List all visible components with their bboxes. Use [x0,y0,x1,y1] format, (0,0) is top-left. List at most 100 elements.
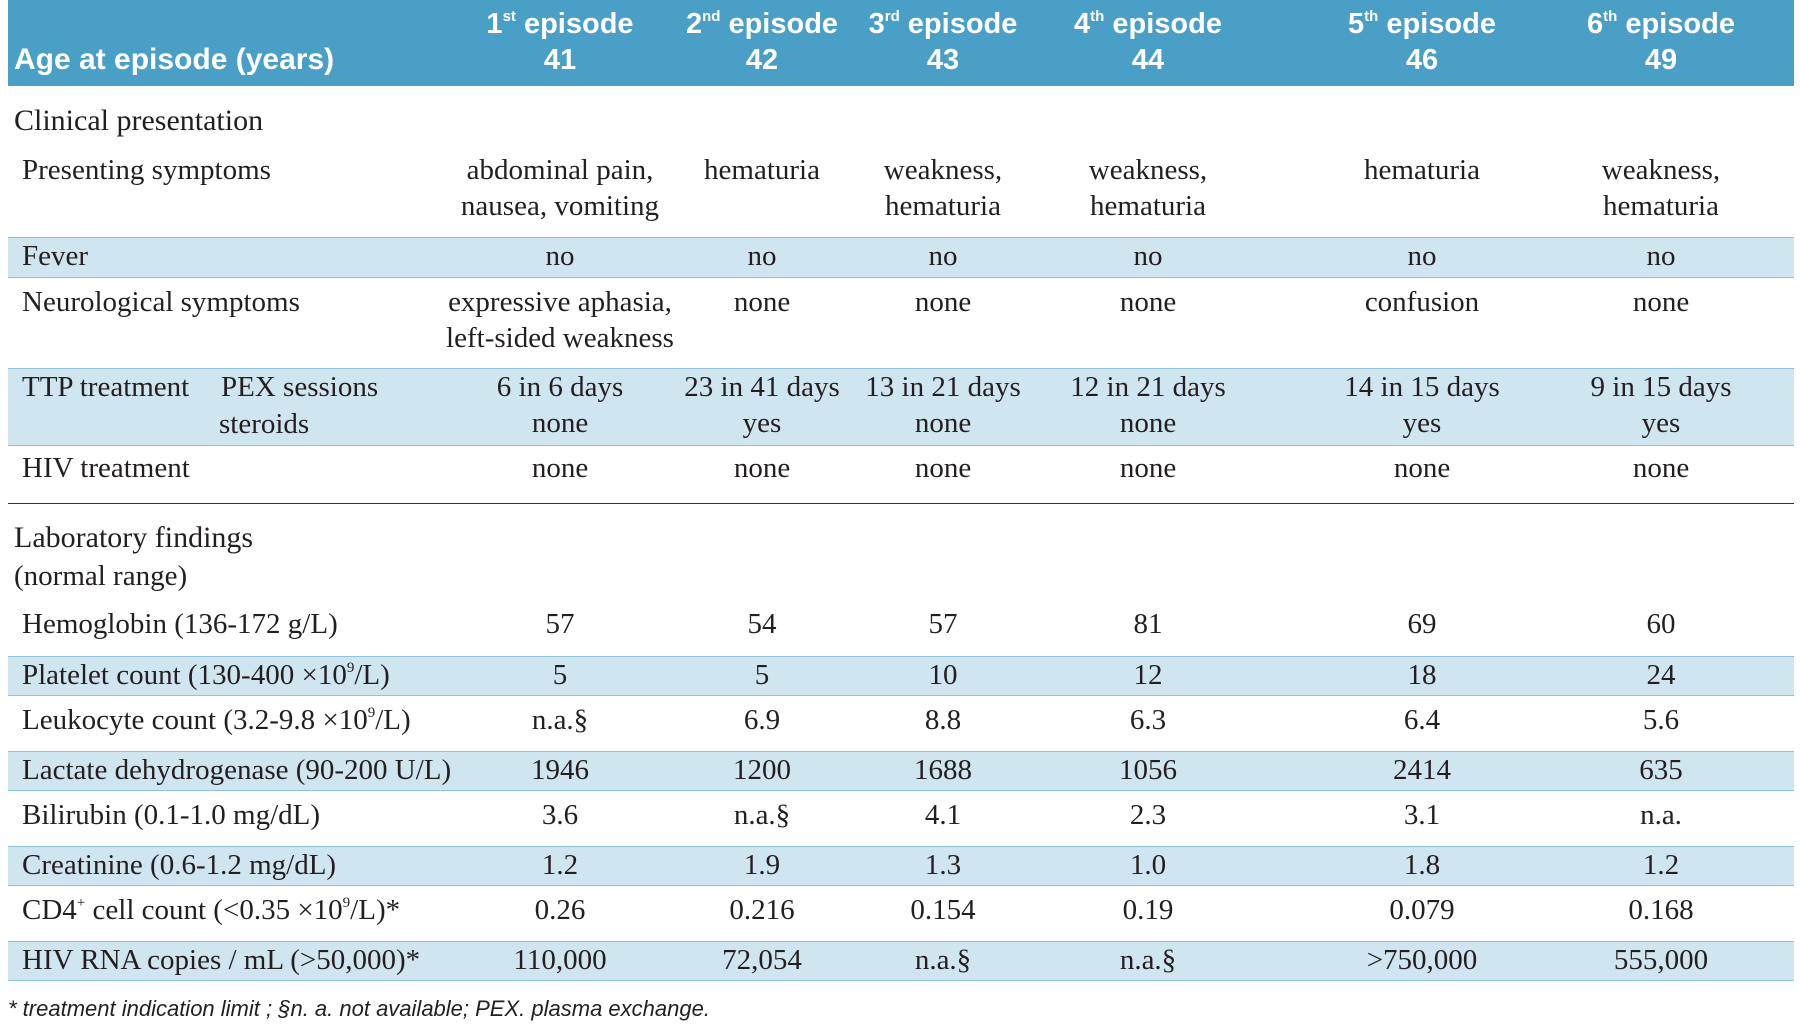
row-label: TTP treatment [22,371,190,403]
section-divider [8,503,1794,504]
table-row-hiv-rna: HIV RNA copies / mL (>50,000)* 110,000 7… [8,941,1794,981]
cell: 2.3 [1129,799,1167,831]
row-label: Fever [22,240,89,272]
cell: 0.079 [1389,894,1455,926]
cell: n.a.§ [531,704,589,736]
row-sublabel-steroids: steroids [219,408,310,440]
cell: 14 in 15 days yes [1344,371,1500,439]
row-label: Hemoglobin (136-172 g/L) [22,608,338,640]
cell: 1.2 [1642,849,1680,881]
cell: 18 [1407,659,1437,691]
cell: 12 in 21 days none [1070,371,1226,439]
cell: none [914,452,972,484]
cell: n.a. [1640,799,1682,831]
cell: 555,000 [1613,944,1709,976]
cell: 5 [552,659,568,691]
cell: none [1632,286,1690,318]
cell: expressive aphasia, left-sided weakness [446,286,674,354]
cell: n.a.§ [914,944,972,976]
cell: 57 [928,608,958,640]
section-title-lab: Laboratory findings [14,521,254,554]
cell: 6 in 6 days none [496,371,624,439]
cell: 1056 [1119,754,1177,786]
cell: 6.3 [1129,704,1167,736]
cell: 6.9 [743,704,781,736]
cell: 5 [754,659,770,691]
table-row-leukocytes: Leukocyte count (3.2-9.8 ×109/L) n.a.§ 6… [8,702,1794,742]
cell: 0.216 [729,894,795,926]
table-row-ldh: Lactate dehydrogenase (90-200 U/L) 1946 … [8,751,1794,791]
cell: weakness, hematuria [883,154,1003,222]
table-footnote: * treatment indication limit ; §n. a. no… [8,996,710,1021]
row-label: Neurological symptoms [22,286,300,318]
table-row-creatinine: Creatinine (0.6-1.2 mg/dL) 1.2 1.9 1.3 1… [8,846,1794,886]
cell: weakness, hematuria [1088,154,1208,222]
cell: 8.8 [924,704,962,736]
cell: 110,000 [513,944,607,976]
cell: 0.19 [1122,894,1174,926]
table-row-ttp-treatment: TTP treatment PEX sessions steroids 6 in… [8,368,1794,446]
cell: abdominal pain, nausea, vomiting [460,154,660,222]
cell: none [1119,452,1177,484]
cell: >750,000 [1366,944,1478,976]
cell: 13 in 21 days none [865,371,1021,439]
cell: 1200 [733,754,791,786]
cell: 5.6 [1642,704,1680,736]
cell: 1.9 [743,849,781,881]
table-row-hemoglobin: Hemoglobin (136-172 g/L) 57 54 57 81 69 … [8,606,1794,646]
cell: 54 [747,608,777,640]
cell: no [1646,240,1676,272]
row-label: HIV treatment [22,452,190,484]
cell: 60 [1646,608,1676,640]
cell: 69 [1407,608,1437,640]
cell: 1.3 [924,849,962,881]
cell: n.a.§ [1119,944,1177,976]
cell: no [1407,240,1437,272]
row-sublabel-pex: PEX sessions [221,371,379,403]
age-label: Age at episode (years) [14,43,335,76]
cell: 1.0 [1129,849,1167,881]
cell: 9 in 15 days yes [1590,371,1732,439]
row-label: Lactate dehydrogenase (90-200 U/L) [22,754,452,786]
cell: none [1393,452,1451,484]
table-row-neurological: Neurological symptoms expressive aphasia… [8,282,1794,367]
cell: confusion [1364,286,1480,318]
table-row-hiv-treatment: HIV treatment none none none none none n… [8,450,1794,496]
cell: none [1119,286,1177,318]
cell: 23 in 41 days yes [684,371,840,439]
cell: 1688 [914,754,972,786]
cell: 1.8 [1403,849,1441,881]
cell: 0.154 [910,894,976,926]
cell: 1946 [531,754,589,786]
cell: 0.168 [1628,894,1694,926]
cell: 1.2 [541,849,579,881]
cell: 3.6 [541,799,579,831]
cell: 3.1 [1403,799,1441,831]
cell: 10 [928,659,958,691]
cell: no [545,240,575,272]
row-label: HIV RNA copies / mL (>50,000)* [22,944,421,976]
cell: none [914,286,972,318]
episode-1-header: 1st episode 41 [486,8,634,76]
cell: 24 [1646,659,1676,691]
cell: no [1133,240,1163,272]
cell: none [531,452,589,484]
cell: weakness, hematuria [1601,154,1721,222]
cell: 72,054 [722,944,802,976]
cell: no [928,240,958,272]
row-label: CD4+ cell count (<0.35 ×109/L)* [22,894,401,926]
cell: hematuria [1364,154,1480,186]
cell: 6.4 [1403,704,1441,736]
cell: 81 [1133,608,1163,640]
episode-3-header: 3rd episode 43 [868,8,1018,76]
cell: none [733,452,791,484]
episode-6-header: 6th episode 49 [1587,8,1735,76]
table-header: Age at episode (years) 1st episode 41 2n… [8,0,1794,86]
cell: none [1632,452,1690,484]
episode-5-header: 5th episode 46 [1348,8,1496,76]
cell: 57 [545,608,575,640]
cell: none [733,286,791,318]
episode-2-header: 2nd episode 42 [685,8,839,76]
cell: 635 [1639,754,1683,786]
table-row-cd4: CD4+ cell count (<0.35 ×109/L)* 0.26 0.2… [8,892,1794,932]
